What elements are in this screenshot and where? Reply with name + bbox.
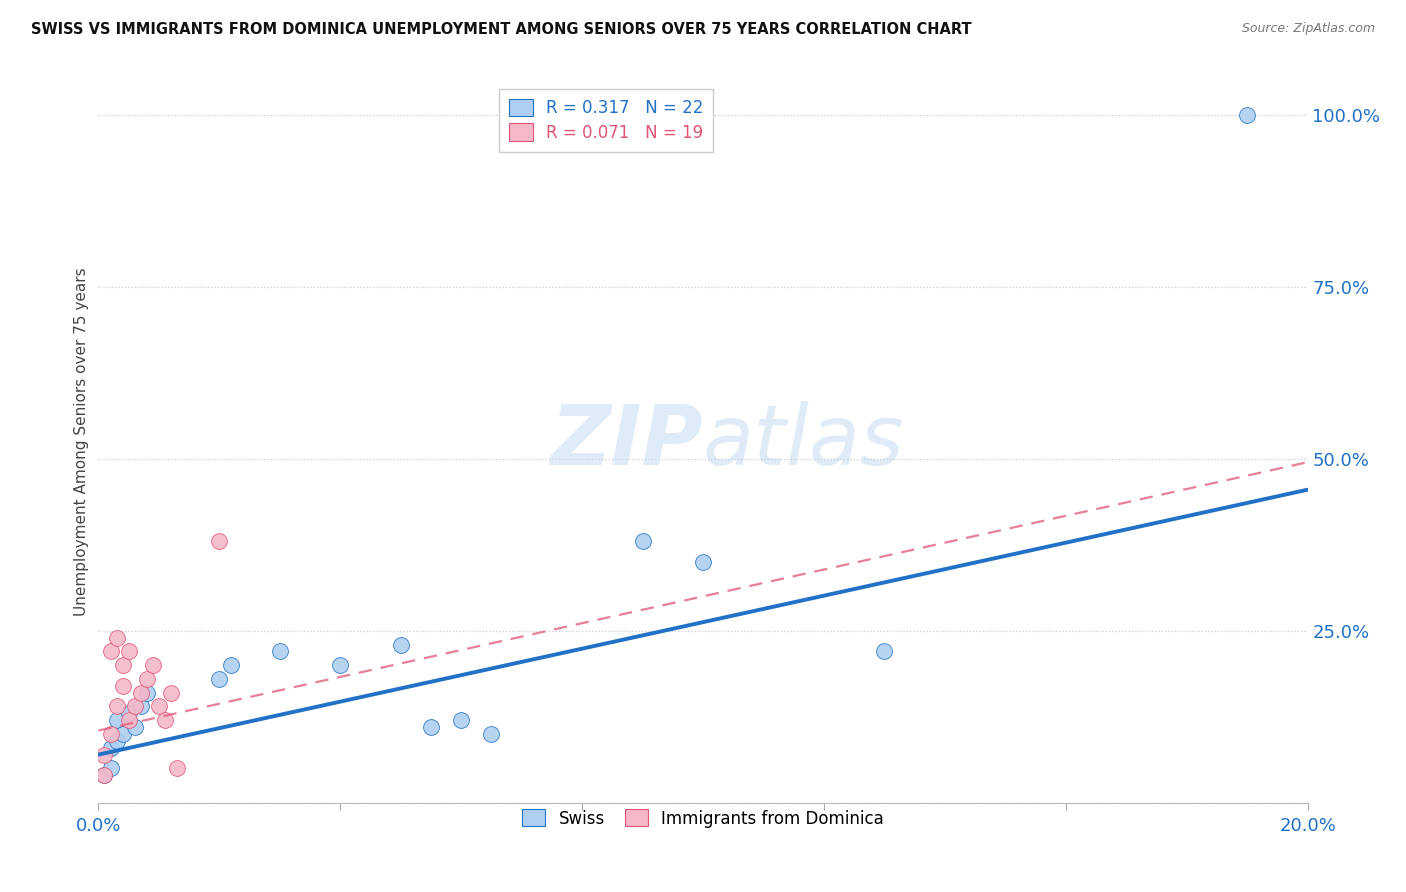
Point <box>105 734 128 748</box>
Point <box>105 699 128 714</box>
Point <box>111 679 134 693</box>
Point <box>142 658 165 673</box>
Point <box>129 699 152 714</box>
Point <box>135 672 157 686</box>
Point <box>420 720 443 734</box>
Point <box>111 727 134 741</box>
Point <box>148 699 170 714</box>
Point <box>329 658 352 673</box>
Point <box>100 740 122 755</box>
Point <box>100 761 122 775</box>
Y-axis label: Unemployment Among Seniors over 75 years: Unemployment Among Seniors over 75 years <box>75 268 89 615</box>
Point <box>100 644 122 658</box>
Text: Source: ZipAtlas.com: Source: ZipAtlas.com <box>1241 22 1375 36</box>
Legend: Swiss, Immigrants from Dominica: Swiss, Immigrants from Dominica <box>515 803 891 834</box>
Point <box>873 644 896 658</box>
Text: ZIP: ZIP <box>550 401 703 482</box>
Point <box>208 534 231 549</box>
Point <box>208 672 231 686</box>
Point <box>153 713 176 727</box>
Point <box>269 644 291 658</box>
Text: atlas: atlas <box>703 401 904 482</box>
Text: SWISS VS IMMIGRANTS FROM DOMINICA UNEMPLOYMENT AMONG SENIORS OVER 75 YEARS CORRE: SWISS VS IMMIGRANTS FROM DOMINICA UNEMPL… <box>31 22 972 37</box>
Point <box>135 686 157 700</box>
Point <box>124 699 146 714</box>
Point <box>111 658 134 673</box>
Point <box>93 747 115 762</box>
Point <box>124 720 146 734</box>
Point <box>105 631 128 645</box>
Point <box>100 727 122 741</box>
Point <box>93 768 115 782</box>
Point <box>1236 108 1258 122</box>
Point <box>118 644 141 658</box>
Point <box>129 686 152 700</box>
Point <box>450 713 472 727</box>
Point <box>631 534 654 549</box>
Point <box>221 658 243 673</box>
Point <box>166 761 188 775</box>
Point <box>389 638 412 652</box>
Point <box>105 713 128 727</box>
Point <box>160 686 183 700</box>
Point <box>118 713 141 727</box>
Point <box>93 768 115 782</box>
Point <box>481 727 503 741</box>
Point <box>692 555 714 569</box>
Point <box>118 706 141 721</box>
